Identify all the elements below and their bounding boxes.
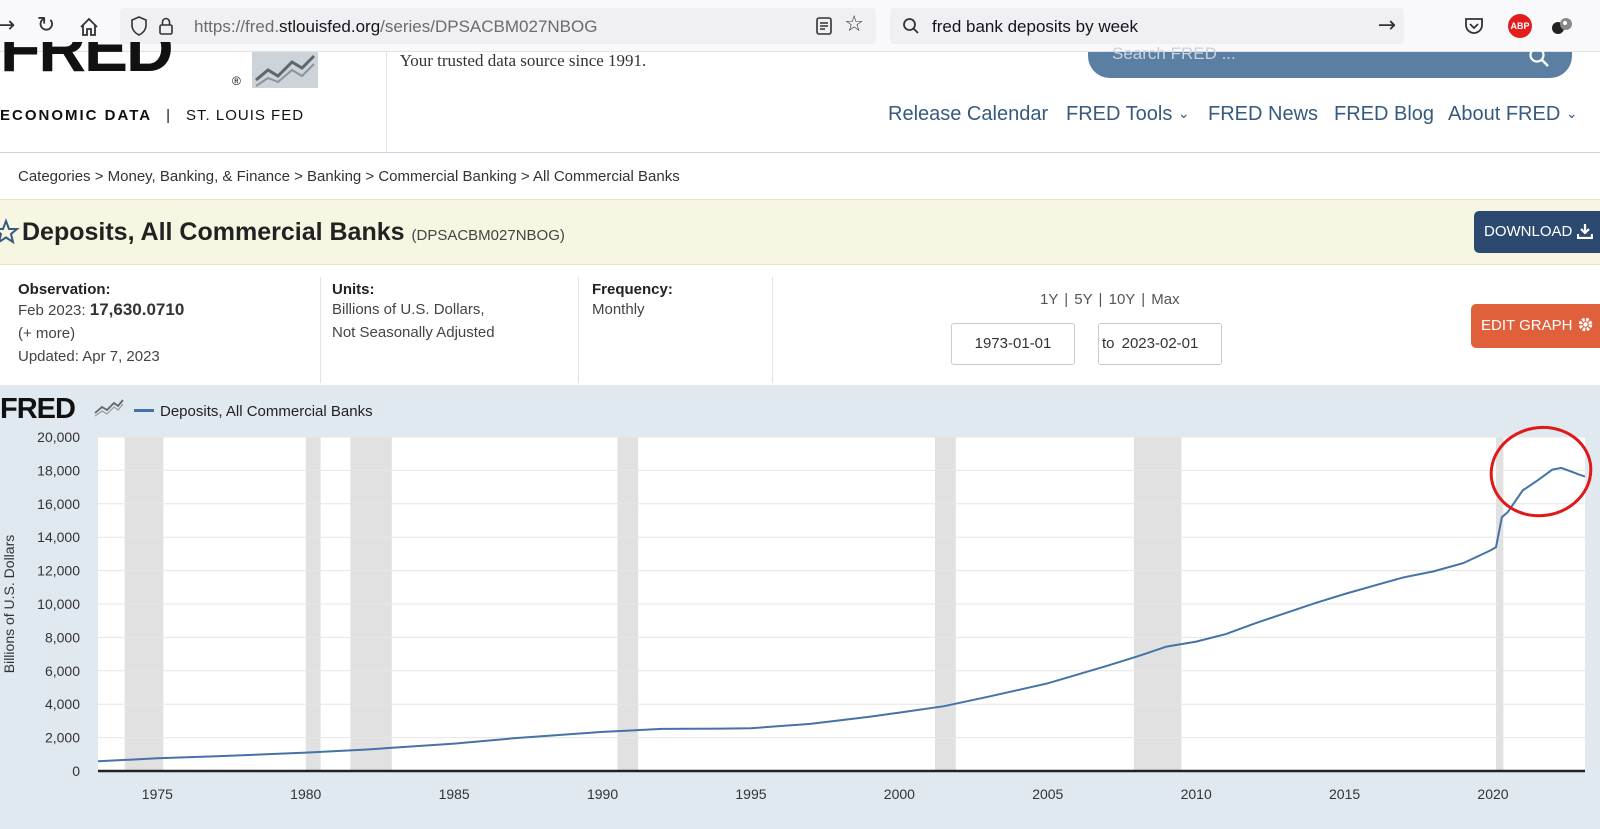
more-observations-link[interactable]: (+ more) — [18, 325, 76, 342]
units-block: Units: Billions of U.S. Dollars, Not Sea… — [332, 265, 572, 385]
x-tick-label: 1995 — [735, 786, 766, 802]
fred-logo[interactable]: FRED — [0, 42, 172, 82]
nav-fred-tools[interactable]: FRED Tools ⌄ — [1066, 103, 1190, 125]
x-tick-label: 1975 — [142, 786, 173, 802]
search-icon — [903, 18, 919, 34]
x-tick-label: 1985 — [439, 786, 470, 802]
url-text[interactable]: https://fred.stlouisfed.org/series/DPSAC… — [194, 17, 598, 36]
frequency-block: Frequency: Monthly — [592, 265, 772, 385]
column-divider — [578, 277, 579, 383]
logo-graph-icon — [252, 52, 318, 88]
start-date-input[interactable]: 1973-01-01 — [951, 323, 1075, 365]
favorite-star-icon[interactable] — [0, 218, 20, 246]
units-line-1: Billions of U.S. Dollars, — [332, 301, 485, 318]
chart-legend[interactable]: Deposits, All Commercial Banks — [134, 403, 373, 420]
pocket-icon[interactable] — [1462, 14, 1486, 38]
reload-icon[interactable]: ↻ — [36, 13, 56, 38]
economic-data-label: ECONOMIC DATA | ST. LOUIS FED — [0, 107, 305, 124]
download-button[interactable]: DOWNLOAD — [1474, 211, 1600, 253]
y-tick-label: 2,000 — [45, 730, 80, 746]
frequency-value: Monthly — [592, 301, 645, 318]
column-divider — [320, 277, 321, 383]
y-axis-label: Billions of U.S. Dollars — [1, 535, 17, 674]
adblock-icon[interactable]: ABP — [1508, 14, 1532, 38]
series-title-band: Deposits, All Commercial Banks (DPSACBM0… — [0, 199, 1600, 265]
x-tick-label: 2015 — [1329, 786, 1360, 802]
y-tick-label: 14,000 — [37, 529, 80, 545]
nav-fred-blog[interactable]: FRED Blog — [1334, 103, 1435, 125]
observation-value: 17,630.0710 — [89, 300, 185, 319]
chart-logo-graph-icon — [94, 399, 124, 417]
header-divider — [386, 52, 387, 152]
range-selector[interactable]: 1Y | 5Y | 10Y | Max — [1040, 291, 1180, 308]
x-tick-label: 2000 — [884, 786, 915, 802]
units-line-2: Not Seasonally Adjusted — [332, 324, 495, 341]
series-metadata: Observation: Feb 2023: 17,630.0710 (+ mo… — [0, 265, 1600, 385]
x-tick-label: 1990 — [587, 786, 618, 802]
chevron-down-icon: ⌄ — [1565, 106, 1578, 122]
y-tick-label: 0 — [72, 763, 80, 779]
chart-fred-logo: FRED — [0, 393, 76, 425]
edit-graph-button[interactable]: EDIT GRAPH — [1471, 304, 1600, 348]
nav-fred-news[interactable]: FRED News — [1208, 103, 1319, 125]
gear-icon — [1578, 317, 1592, 332]
units-label: Units: — [332, 281, 375, 298]
updated-date: Updated: Apr 7, 2023 — [18, 348, 160, 365]
download-icon — [1576, 224, 1593, 240]
extension-icon[interactable] — [1550, 14, 1574, 38]
chevron-down-icon: ⌄ — [1177, 106, 1190, 122]
observation-label: Observation: — [18, 281, 111, 298]
fred-search-input[interactable]: Search FRED ... — [1088, 44, 1572, 78]
legend-swatch — [134, 409, 154, 412]
tagline: Your trusted data source since 1991. — [399, 51, 647, 70]
observation-date: Feb 2023: — [18, 302, 86, 319]
x-tick-label: 2005 — [1032, 786, 1063, 802]
x-tick-label: 2010 — [1181, 786, 1212, 802]
y-tick-label: 16,000 — [37, 496, 80, 512]
page-title: Deposits, All Commercial Banks (DPSACBM0… — [22, 218, 565, 246]
x-tick-label: 1980 — [290, 786, 321, 802]
search-go-icon[interactable]: → — [1377, 13, 1396, 38]
series-id: (DPSACBM027NBOG) — [411, 227, 565, 244]
highlight-circle-annotation — [1489, 425, 1593, 518]
nav-release-calendar[interactable]: Release Calendar — [888, 103, 1049, 125]
y-tick-label: 10,000 — [37, 596, 80, 612]
y-tick-label: 4,000 — [45, 696, 80, 712]
breadcrumb[interactable]: Categories > Money, Banking, & Finance >… — [18, 168, 680, 185]
registered-mark: ® — [232, 74, 241, 88]
line-chart[interactable]: 0 2,000 4,000 6,000 8,000 10,000 12,000 14,000 1… — [0, 385, 1600, 829]
address-bar[interactable]: https://fred.stlouisfed.org/series/DPSAC… — [120, 8, 876, 44]
x-tick-label: 2020 — [1477, 786, 1508, 802]
y-tick-label: 12,000 — [37, 563, 80, 579]
chart-container: FRED Deposits, All Commercial Banks 0 2,0… — [0, 385, 1600, 829]
browser-toolbar: → ↻ https://fred.stlouisfed.org/series/D… — [0, 0, 1600, 52]
frequency-label: Frequency: — [592, 281, 673, 298]
browser-search-bar[interactable]: fred bank deposits by week → — [890, 8, 1404, 44]
lock-icon[interactable] — [158, 16, 174, 36]
series-line — [97, 466, 1586, 763]
search-query[interactable]: fred bank deposits by week — [932, 17, 1139, 36]
end-date-input[interactable]: 2023-02-01 — [1098, 323, 1222, 365]
y-tick-label: 6,000 — [45, 663, 80, 679]
observation-block: Observation: Feb 2023: 17,630.0710 (+ mo… — [18, 265, 318, 385]
y-tick-label: 20,000 — [37, 429, 80, 445]
fred-search-placeholder: Search FRED ... — [1112, 44, 1236, 63]
fred-search-icon[interactable] — [1528, 46, 1550, 68]
y-tick-label: 8,000 — [45, 629, 80, 645]
bookmark-star-icon[interactable]: ☆ — [844, 12, 864, 37]
y-tick-label: 18,000 — [37, 462, 80, 478]
to-label: to — [1102, 335, 1115, 352]
home-icon[interactable] — [78, 16, 100, 38]
column-divider — [772, 277, 773, 383]
nav-about-fred[interactable]: About FRED ⌄ — [1448, 103, 1578, 125]
shield-icon[interactable] — [130, 16, 148, 36]
forward-icon[interactable]: → — [0, 13, 16, 38]
reader-view-icon[interactable] — [814, 16, 834, 36]
